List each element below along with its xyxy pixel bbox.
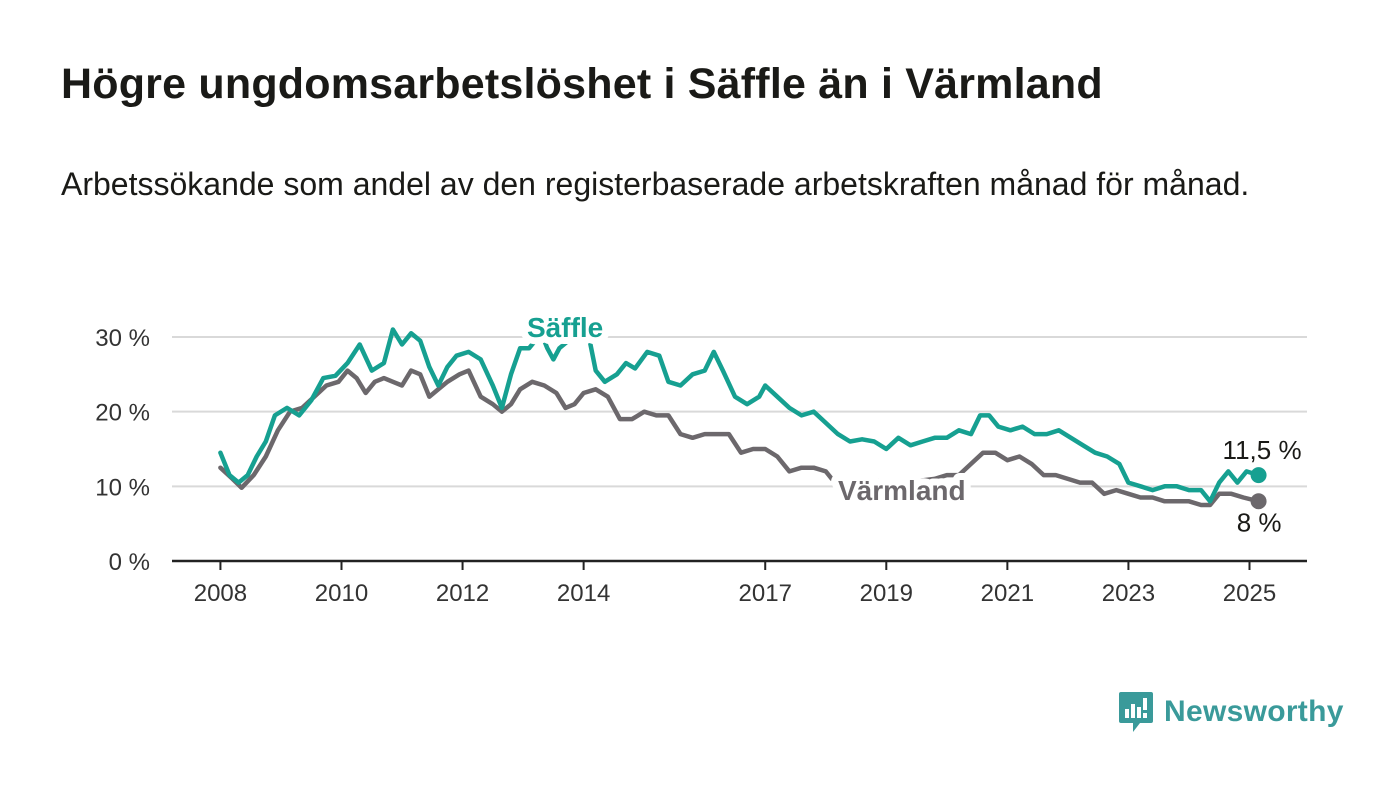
x-tick-label: 2008 <box>194 580 247 607</box>
series-name-varmland: Värmland <box>838 475 966 506</box>
x-tick-label: 2014 <box>557 580 610 607</box>
series-name-saffle-halo: Säffle <box>527 312 603 343</box>
series-name-saffle: Säffle <box>527 312 603 343</box>
series-end-point <box>1250 493 1267 510</box>
chart-title: Högre ungdomsarbetslöshet i Säffle än i … <box>61 60 1103 108</box>
end-value-saffle: 11,5 % <box>1223 435 1302 465</box>
x-tick-label: 2010 <box>315 580 368 607</box>
logo-text: Newsworthy <box>1164 695 1344 728</box>
series-end-point <box>1250 467 1267 484</box>
x-tick-label: 2023 <box>1102 580 1155 607</box>
end-value-varmland: 8 % <box>1237 507 1282 537</box>
x-tick-label: 2019 <box>860 580 913 607</box>
series-name-varmland-halo: Värmland <box>838 475 966 506</box>
y-tick-label: 20 % <box>95 400 150 427</box>
series-line-1 <box>218 368 1261 508</box>
y-tick-label: 10 % <box>95 474 150 501</box>
y-tick-label: 0 % <box>109 549 150 576</box>
x-tick-label: 2021 <box>981 580 1034 607</box>
y-axis: 0 % 10 % 20 % 30 % <box>95 325 150 576</box>
x-tick-label: 2025 <box>1223 580 1276 607</box>
chart-subtitle: Arbetssökande som andel av den registerb… <box>61 166 1250 202</box>
series-lines <box>218 327 1267 510</box>
grid-lines <box>172 336 1307 488</box>
newsworthy-logo: Newsworthy <box>1118 690 1344 734</box>
series-line-0 <box>218 327 1261 504</box>
x-axis: 2008 2010 2012 2014 2017 2019 2021 2023 2025 <box>172 559 1307 607</box>
y-tick-label: 30 % <box>95 325 150 352</box>
x-tick-label: 2012 <box>436 580 489 607</box>
bar-chart-speech-bubble-icon <box>1119 692 1153 732</box>
x-tick-label: 2017 <box>739 580 792 607</box>
